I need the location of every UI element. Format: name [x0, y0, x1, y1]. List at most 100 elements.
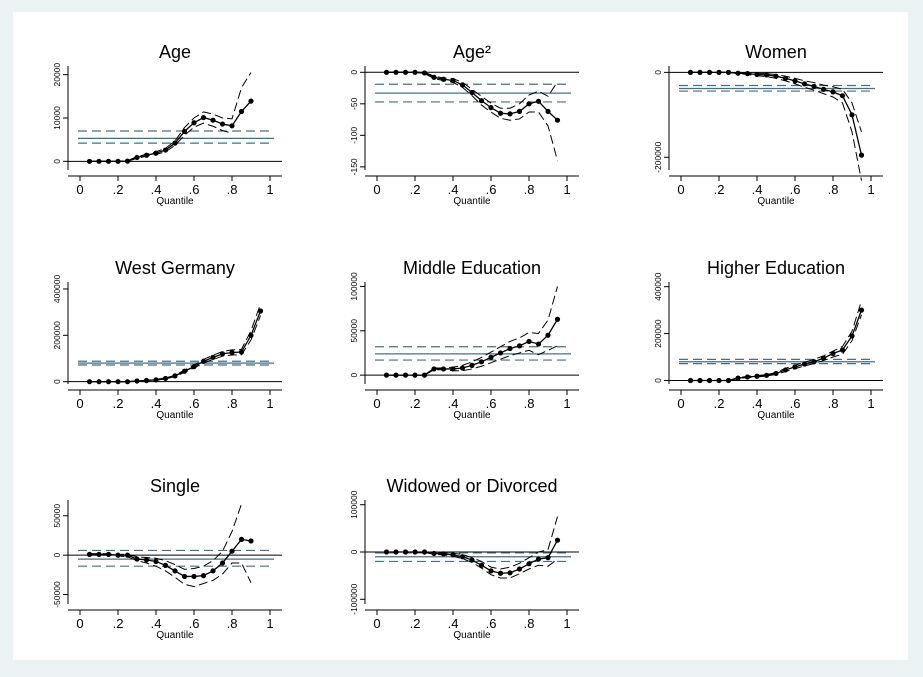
qr-ci-upper	[690, 300, 862, 381]
qr-point	[478, 562, 485, 568]
qr-point	[238, 108, 245, 115]
qr-point	[238, 349, 245, 355]
y-tick-label: 100000	[349, 272, 359, 301]
qr-point	[153, 377, 159, 383]
qr-point	[469, 557, 475, 563]
qr-point	[830, 350, 836, 357]
qr-point	[172, 568, 178, 574]
qr-point	[497, 350, 504, 356]
qr-point	[744, 374, 751, 380]
x-tick-label: .8	[524, 396, 535, 411]
y-tick-label: 0	[349, 372, 359, 377]
qr-point	[440, 76, 447, 82]
qr-point	[431, 366, 437, 372]
x-tick-label: .2	[714, 396, 725, 411]
qr-estimate-line	[690, 71, 863, 156]
qr-point	[143, 377, 150, 384]
qr-point	[238, 536, 245, 542]
qr-point	[191, 364, 197, 370]
panel-title: West Germany	[115, 258, 235, 278]
y-tick-label: 20000	[52, 63, 62, 87]
qr-point	[849, 333, 855, 339]
qr-point	[393, 549, 399, 555]
x-tick-label: .8	[227, 182, 238, 197]
qr-point	[706, 377, 713, 384]
qr-point	[86, 551, 93, 557]
qr-point	[105, 379, 112, 385]
y-tick-label: -200000	[653, 141, 663, 172]
qr-point	[172, 140, 178, 146]
qr-point	[210, 117, 216, 123]
qr-ci-lower	[386, 71, 558, 161]
qr-point	[849, 112, 855, 118]
qr-point	[811, 359, 817, 365]
x-axis-label: Quantile	[453, 630, 491, 641]
qr-point	[383, 372, 390, 378]
panel-1: Age² 0 .2 .4 .6 .8 1 Quantile 0 -50 -100 -150	[349, 42, 579, 207]
x-axis-label: Quantile	[156, 410, 194, 421]
panel-4: Middle Education 0 .2 .4 .6 .8 1 Quantile 0 50000…	[349, 258, 579, 421]
x-tick-label: .6	[486, 616, 497, 631]
panel-title: Women	[745, 42, 807, 62]
x-tick-label: .8	[524, 182, 535, 197]
panel-3: West Germany 0 .2 .4 .6 .8 1 Quantile 0 200000 400…	[52, 258, 282, 421]
qr-point	[459, 554, 466, 560]
x-tick-label: .8	[828, 182, 839, 197]
panel-5: Higher Education 0 .2 .4 .6 .8 1 Quantile 0 20000…	[653, 258, 883, 421]
qr-point	[134, 556, 140, 562]
y-tick-label: -100000	[349, 583, 359, 614]
y-tick-label: -150	[349, 158, 359, 175]
qr-point	[115, 379, 121, 385]
qr-point	[421, 372, 428, 378]
qr-point	[839, 347, 846, 353]
panel-2: Women 0 .2 .4 .6 .8 1 Quantile 0 -200000	[653, 42, 883, 207]
x-tick-label: .4	[151, 616, 162, 631]
y-tick-label: 10000	[52, 106, 62, 130]
qr-point	[820, 86, 827, 92]
x-tick-label: 0	[76, 182, 83, 197]
qr-point	[735, 70, 741, 76]
qr-point	[754, 71, 760, 78]
qr-point	[450, 366, 456, 372]
qr-point	[191, 573, 197, 580]
qr-point	[697, 69, 703, 75]
qr-point	[792, 364, 798, 370]
panel-7: Widowed or Divorced 0 .2 .4 .6 .8 1 Quantile 100…	[349, 476, 579, 641]
x-tick-label: .6	[486, 182, 497, 197]
qr-ci-upper	[690, 71, 862, 132]
qr-point	[162, 375, 169, 382]
qr-point	[754, 373, 760, 379]
panel-6: Single 0 .2 .4 .6 .8 1 Quantile 50000 0 -50000	[52, 476, 282, 641]
x-tick-label: .4	[752, 182, 763, 197]
qr-point	[830, 89, 836, 95]
y-tick-label: 0	[653, 378, 663, 383]
x-tick-label: .8	[524, 616, 535, 631]
qr-ci-upper	[89, 303, 261, 383]
qr-point	[421, 549, 428, 555]
qr-point	[229, 349, 235, 356]
x-tick-label: .2	[113, 396, 124, 411]
qr-point	[545, 555, 551, 561]
qr-point	[450, 77, 456, 84]
qr-point	[86, 379, 93, 385]
qr-point	[497, 110, 504, 116]
qr-point	[858, 152, 865, 158]
qr-point	[402, 69, 409, 75]
qr-point	[219, 121, 226, 127]
qr-point	[96, 551, 102, 557]
x-tick-label: 1	[563, 616, 570, 631]
y-tick-label: 0	[52, 379, 62, 384]
qr-point	[725, 69, 732, 75]
qr-point	[706, 69, 713, 75]
qr-point	[383, 69, 390, 75]
panel-title: Widowed or Divorced	[386, 476, 557, 496]
qr-point	[801, 361, 808, 367]
x-tick-label: .2	[410, 396, 421, 411]
y-tick-label: 0	[52, 553, 62, 558]
x-tick-label: .2	[410, 616, 421, 631]
qr-point	[545, 332, 551, 338]
qr-point	[96, 158, 102, 164]
y-tick-label: 0	[653, 70, 663, 75]
panel-title: Age²	[453, 42, 491, 62]
x-tick-label: .4	[448, 396, 459, 411]
